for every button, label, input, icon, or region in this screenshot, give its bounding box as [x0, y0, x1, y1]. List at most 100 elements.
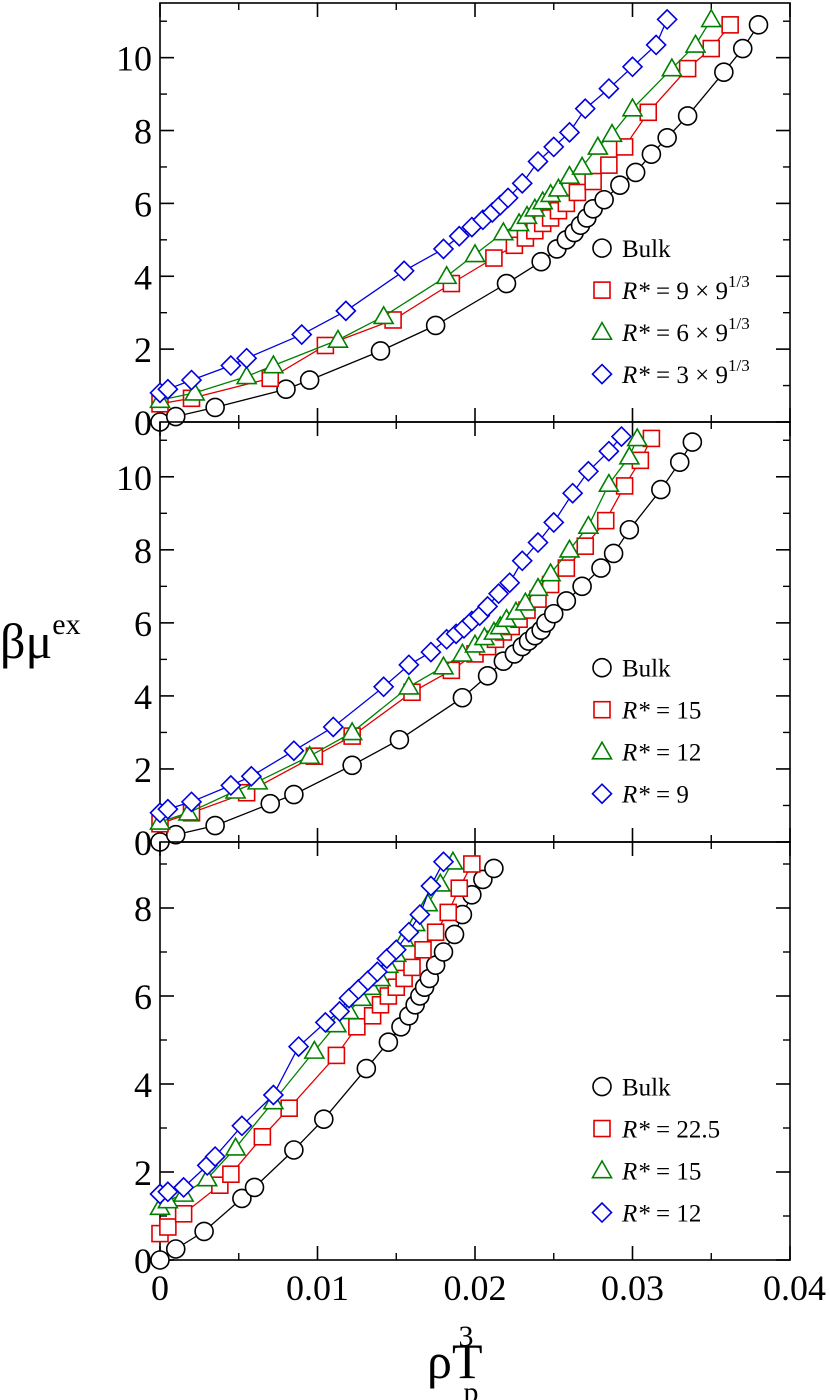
legend-label-value: = 6 × 9: [650, 320, 728, 347]
series-3: [149, 851, 455, 1205]
data-point-diamond: [220, 774, 242, 797]
legend-marker-triangle: [591, 740, 613, 760]
y-tick-label: 4: [134, 677, 152, 717]
data-point-circle: [732, 38, 753, 59]
data-point-diamond: [543, 136, 565, 158]
data-point-circle: [444, 924, 465, 945]
data-point-circle: [572, 576, 592, 597]
data-point-triangle: [514, 591, 537, 611]
data-point-square: [159, 1218, 177, 1236]
y-tick-label: 4: [134, 257, 152, 297]
legend-label-var: R*: [621, 320, 650, 347]
data-point-triangle: [177, 801, 200, 821]
data-point-diamond: [497, 187, 519, 209]
legend-label: R* = 6 × 91/3: [621, 314, 750, 347]
y-axis-title-main: βμ: [0, 613, 52, 669]
data-point-diamond: [543, 511, 565, 534]
legend-label-value: = 9: [650, 782, 689, 809]
data-point-diamond: [291, 323, 313, 346]
data-point-diamond: [610, 425, 633, 448]
legend-label-var: R*: [621, 698, 650, 725]
legend-label: R* = 3 × 91/3: [621, 356, 750, 389]
data-point-diamond: [283, 740, 305, 762]
y-tick-label: 6: [134, 977, 152, 1017]
data-point-diamond: [385, 939, 407, 961]
data-point-square: [485, 249, 503, 267]
data-point-square: [678, 59, 697, 78]
data-point-diamond: [204, 1145, 226, 1168]
data-point-triangle: [196, 1167, 219, 1187]
legend-label: Bulk: [622, 1075, 671, 1102]
data-point-triangle: [451, 642, 474, 662]
data-point-triangle: [235, 365, 258, 385]
x-tick-label: 0: [151, 1268, 169, 1308]
data-point-triangle: [601, 123, 623, 143]
data-point-circle: [452, 687, 473, 708]
x-axis-title: ρT3 p: [427, 1320, 483, 1400]
data-point-square: [584, 172, 602, 191]
series-0: [150, 858, 504, 1270]
data-point-triangle: [700, 8, 723, 28]
y-tick-label: 2: [134, 330, 152, 370]
data-point-diamond: [157, 1181, 179, 1203]
x-tick-label: 0.02: [444, 1268, 507, 1308]
data-point-square: [450, 879, 469, 898]
data-point-triangle: [435, 265, 458, 285]
series-2: [149, 850, 464, 1216]
data-point-square: [426, 923, 445, 942]
y-tick-label: 6: [134, 184, 152, 224]
data-point-diamond: [220, 354, 242, 377]
data-point-square: [414, 940, 432, 959]
legend-label-var: R*: [621, 1117, 650, 1144]
data-point-diamond: [157, 378, 179, 400]
data-point-triangle: [327, 328, 349, 348]
legend-marker-circle: [592, 657, 612, 678]
data-point-triangle: [577, 514, 600, 535]
data-point-circle: [244, 1177, 265, 1198]
legend-label: R* = 9: [621, 782, 689, 809]
chart-panels: 0 2 4 6 8 10 Bulk R* = 9 × 91/3 R* = 6 × 91/3 R* …: [116, 2, 826, 1308]
data-point-square: [576, 537, 595, 555]
data-point-circle: [531, 251, 551, 272]
data-point-triangle: [298, 745, 321, 765]
y-tick-label: 10: [116, 458, 152, 498]
data-point-square: [596, 511, 615, 530]
legend-label-var: R*: [621, 740, 650, 767]
data-point-triangle: [621, 97, 644, 117]
data-point-circle: [284, 1140, 304, 1160]
data-point-diamond: [527, 150, 549, 173]
legend-label: Bulk: [622, 236, 671, 263]
legend-label: R* = 9 × 91/3: [621, 272, 750, 305]
data-point-diamond: [656, 8, 678, 31]
legend-marker-square: [593, 1119, 611, 1138]
data-point-circle: [594, 189, 614, 210]
y-tick-label: 4: [134, 1065, 152, 1105]
data-point-square: [568, 183, 587, 202]
data-point-triangle: [539, 562, 562, 582]
data-point-circle: [342, 755, 362, 776]
data-point-diamond: [527, 531, 549, 554]
legend-marker-square: [593, 281, 611, 299]
data-point-diamond: [598, 77, 620, 100]
data-point-circle: [299, 370, 320, 390]
data-point-square: [557, 559, 576, 577]
panel-frame: [159, 841, 791, 1261]
data-point-square: [463, 855, 481, 873]
legend-label-var: R*: [621, 278, 650, 305]
data-point-diamond: [487, 583, 510, 605]
y-tick-label: 8: [134, 112, 152, 152]
data-point-triangle: [626, 427, 649, 447]
data-point-diamond: [335, 300, 357, 322]
data-point-square: [174, 1205, 193, 1223]
x-tick-label: 0.03: [601, 1268, 664, 1308]
data-point-triangle: [586, 135, 609, 155]
data-point-diamond: [574, 98, 596, 120]
data-point-diamond: [262, 1084, 285, 1106]
data-point-triangle: [397, 675, 420, 695]
y-tick-label: 2: [134, 750, 152, 790]
data-point-square: [721, 16, 739, 34]
legend-label-value: = 15: [650, 698, 702, 725]
series-line: [159, 861, 454, 1208]
